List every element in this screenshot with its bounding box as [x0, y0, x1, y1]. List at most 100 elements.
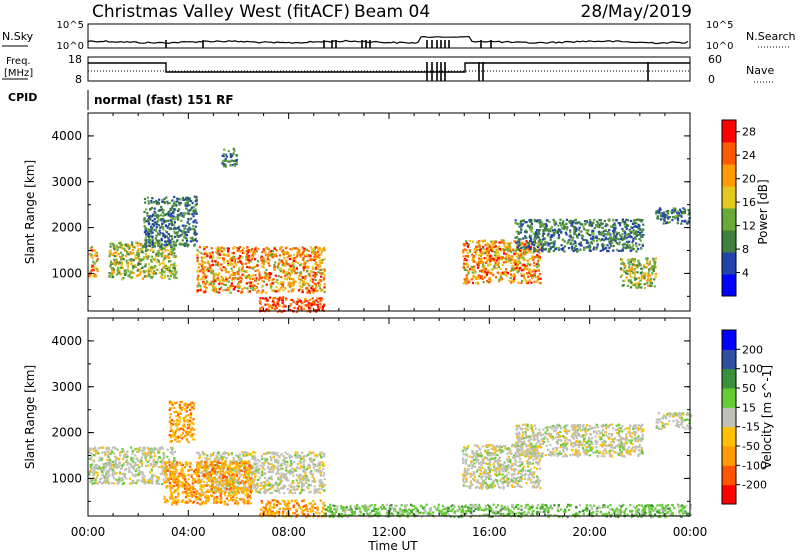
nave-right-tick-bottom: 0 [708, 73, 715, 86]
power-colorbar-swatch-5 [722, 164, 736, 187]
y-tick-label-2: 3000 [51, 380, 82, 394]
velocity-region-0 [88, 446, 178, 486]
power-region-4 [258, 296, 326, 314]
freq-left-tick-bottom: 8 [75, 73, 82, 86]
frequency-series [88, 62, 690, 73]
velocity-colorbar-tick-label-7: 200 [742, 343, 763, 356]
velocity-colorbar-tick-label-0: -200 [742, 479, 767, 492]
velocity-colorbar-tick-label-1: -100 [742, 459, 767, 472]
y-tick-label-1: 2000 [51, 426, 82, 440]
power-colorbar-tick-label-3: 16 [742, 196, 756, 209]
velocity-colorbar-swatch-5 [722, 388, 736, 408]
x-tick-label-5: 20:00 [572, 525, 607, 539]
velocity-panel: 1000 2000 3000 4000 Slant Range [km] [23, 317, 693, 519]
x-axis-tick-labels: 00:00 04:00 08:00 12:00 16:00 20:00 00:00 [71, 525, 708, 539]
power-x-ticks [87, 113, 691, 311]
power-panel: 1000 2000 3000 4000 Slant Range [km] [23, 112, 691, 314]
power-colorbar-tick-label-2: 12 [742, 220, 756, 233]
velocity-colorbar-tick-label-2: -50 [742, 440, 760, 453]
y-tick-label-1: 2000 [51, 221, 82, 235]
nsky-strip-frame [87, 23, 691, 49]
power-data-layer [88, 147, 691, 314]
power-colorbar-swatch-1 [722, 252, 736, 275]
velocity-colorbar-swatch-4 [722, 407, 736, 428]
power-colorbar-tick-label-4: 20 [742, 173, 756, 186]
velocity-colorbar-frame [721, 329, 737, 505]
date-label: 28/May/2019 [581, 2, 693, 22]
nsky-left-tick-bottom: 10^0 [57, 41, 84, 52]
velocity-colorbar-swatch-1 [722, 465, 736, 486]
power-colorbar-swatch-2 [722, 230, 736, 253]
velocity-y-axis-label: Slant Range [km] [23, 365, 37, 469]
velocity-region-8 [655, 412, 693, 430]
power-region-2 [143, 195, 198, 248]
velocity-colorbar-tick-label-3: -15 [742, 421, 760, 434]
cpid-value: normal (fast) 151 RF [94, 93, 234, 107]
velocity-colorbar-label-main: Velocity [m s^-1] [760, 365, 774, 469]
freq-unit-label: [MHz] [4, 68, 33, 79]
power-colorbar-swatch-7 [722, 120, 736, 143]
freq-strip-frame [87, 56, 691, 82]
power-colorbar: 4 8 12 16 20 24 28 [721, 119, 756, 297]
x-axis-label: Time UT [367, 539, 418, 553]
power-colorbar-tick-label-1: 8 [742, 243, 749, 256]
power-y-axis-label: Slant Range [km] [23, 160, 37, 264]
power-colorbar-swatch-4 [722, 186, 736, 209]
velocity-colorbar-swatch-7 [722, 349, 736, 370]
beam-label: Beam 04 [354, 2, 430, 22]
velocity-colorbar: -200 -100 -50 -15 15 50 100 200 [721, 329, 767, 505]
power-region-8 [619, 257, 657, 290]
x-tick-label-6: 00:00 [673, 525, 708, 539]
nsky-left-tick-top: 10^5 [57, 20, 84, 31]
power-colorbar-label: Power [dB] [756, 179, 770, 244]
y-tick-label-0: 1000 [51, 266, 82, 280]
nave-label: Nave [746, 64, 774, 77]
y-tick-label-0: 1000 [51, 471, 82, 485]
velocity-colorbar-swatch-6 [722, 368, 736, 389]
nsearch-label: N.Search [746, 30, 796, 43]
station-title: Christmas Valley West (fitACF) [92, 2, 350, 22]
velocity-colorbar-tick-label-6: 100 [742, 363, 763, 376]
power-colorbar-tick-label-6: 28 [742, 126, 756, 139]
nsky-label: N.Sky [2, 30, 34, 43]
x-tick-label-4: 16:00 [472, 525, 507, 539]
power-region-7 [514, 218, 645, 253]
power-colorbar-tick-label-5: 24 [742, 149, 756, 162]
power-region-0 [88, 246, 99, 278]
power-colorbar-frame [721, 119, 737, 297]
y-tick-label-3: 4000 [51, 334, 82, 348]
power-region-3 [196, 246, 326, 294]
velocity-colorbar-swatch-8 [722, 330, 736, 350]
velocity-data-layer [88, 400, 693, 519]
power-colorbar-swatch-0 [722, 274, 736, 297]
velocity-colorbar-tick-label-4: 15 [742, 401, 756, 414]
power-colorbar-swatch-6 [722, 142, 736, 165]
freq-label: Freq. [6, 56, 31, 67]
velocity-region-3 [163, 460, 254, 506]
nsky-right-tick-bottom: 10^0 [706, 41, 733, 52]
velocity-colorbar-swatch-3 [722, 426, 736, 447]
freq-left-tick-top: 18 [68, 53, 82, 66]
velocity-y-ticks: 1000 2000 3000 4000 [51, 334, 690, 502]
nsky-right-tick-top: 10^5 [706, 20, 733, 31]
velocity-region-6 [461, 444, 542, 490]
nave-right-tick-top: 60 [708, 53, 722, 66]
nsky-series [87, 35, 689, 45]
velocity-colorbar-swatch-2 [722, 446, 736, 466]
power-region-9 [655, 207, 691, 225]
power-region-5 [221, 147, 239, 168]
velocity-colorbar-tick-label-5: 50 [742, 382, 756, 395]
y-tick-label-2: 3000 [51, 175, 82, 189]
velocity-region-7 [514, 423, 645, 458]
x-tick-label-1: 04:00 [171, 525, 206, 539]
x-tick-label-3: 12:00 [372, 525, 407, 539]
power-region-1 [108, 241, 178, 281]
power-colorbar-tick-label-0: 4 [742, 267, 749, 280]
velocity-x-ticks [87, 318, 691, 516]
power-region-6 [462, 239, 542, 285]
velocity-region-1 [168, 400, 196, 444]
frequency-drops [426, 62, 649, 81]
cpid-label: CPID [8, 91, 37, 104]
nsky-drops [165, 40, 492, 48]
